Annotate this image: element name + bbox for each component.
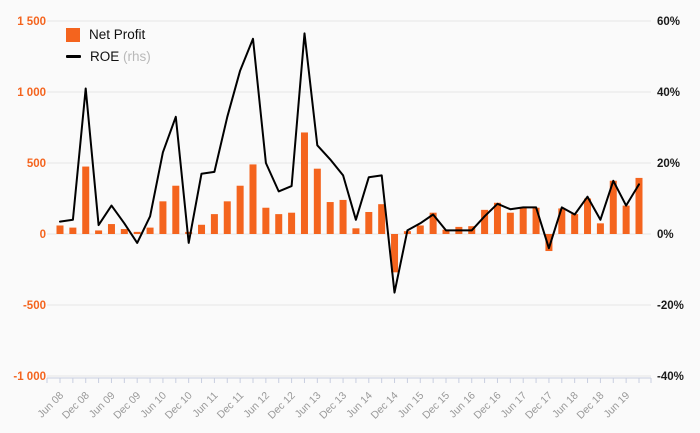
right-axis-label: 20%	[657, 158, 680, 170]
x-axis-label: Dec 14	[369, 390, 401, 422]
bar-mar-09	[95, 230, 103, 234]
bar-dec-17	[545, 234, 553, 252]
bar-sep-09	[120, 229, 128, 234]
bar-jun-18	[571, 214, 579, 234]
bar-jun-11	[210, 214, 218, 234]
bar-mar-18	[558, 208, 566, 234]
bar-dec-08	[82, 166, 90, 234]
left-axis-label: 500	[27, 158, 46, 170]
bar-jun-17	[519, 207, 527, 234]
bar-sep-16	[481, 209, 489, 234]
net-profit-swatch-icon	[66, 27, 80, 42]
legend-item-roe: ROE (rhs)	[66, 49, 151, 64]
bar-jun-08	[56, 225, 64, 234]
left-axis-label: -500	[23, 300, 46, 312]
legend-item-net-profit: Net Profit	[66, 27, 151, 42]
x-axis-label: Jun 19	[601, 390, 632, 421]
right-axis-label: -20%	[657, 300, 684, 312]
net-profit-bars	[56, 132, 643, 273]
bar-sep-08	[69, 227, 77, 234]
left-axis-label: 1 500	[17, 16, 46, 28]
left-axis-label: 0	[40, 229, 46, 241]
bar-sep-14	[378, 204, 386, 234]
bar-sep-13	[326, 202, 334, 234]
bar-dec-14	[391, 234, 399, 273]
left-axis-label: -1 000	[13, 371, 46, 383]
bar-mar-12	[249, 164, 257, 234]
chart-legend: Net Profit ROE (rhs)	[66, 27, 151, 64]
bar-mar-13	[300, 132, 308, 234]
left-axis-labels: 1 500 1 000 500 0 -500 -1 000	[13, 16, 46, 383]
x-axis-label: Dec 16	[472, 390, 504, 422]
bar-dec-16	[493, 202, 501, 234]
bar-jun-19	[622, 205, 630, 234]
right-axis-labels: 60% 40% 20% 0% -20% -40%	[657, 16, 684, 383]
bar-mar-19	[609, 180, 617, 234]
x-axis-label: Dec 17	[523, 390, 555, 422]
legend-label-net-profit: Net Profit	[89, 27, 146, 42]
x-axis-label: Jun 11	[190, 390, 220, 420]
bar-sep-12	[275, 214, 283, 234]
roe-line	[59, 32, 640, 294]
x-axis-label: Dec 08	[60, 390, 92, 422]
bar-sep-18	[584, 198, 592, 234]
bar-jun-12	[262, 207, 270, 234]
bar-dec-12	[288, 212, 296, 234]
bar-jun-13	[313, 168, 321, 234]
bar-sep-19	[635, 177, 643, 234]
bar-dec-15	[442, 229, 450, 234]
bar-dec-11	[236, 185, 244, 234]
x-axis-label: Dec 12	[266, 390, 298, 422]
bar-dec-18	[596, 223, 604, 234]
right-axis-label: -40%	[657, 371, 684, 383]
bar-mar-11	[198, 224, 206, 234]
x-axis-label: Dec 10	[163, 390, 195, 422]
right-axis-label: 0%	[657, 229, 674, 241]
bar-dec-09	[133, 231, 141, 234]
legend-label-roe: ROE (rhs)	[90, 49, 151, 64]
bar-jun-15	[416, 225, 424, 234]
bar-jun-09	[107, 224, 115, 234]
bar-sep-10	[172, 185, 180, 234]
x-axis-label: Dec 18	[575, 390, 607, 422]
right-axis-label: 40%	[657, 87, 680, 99]
roe-line-swatch-icon	[66, 55, 81, 58]
legend-label-roe-rhs: (rhs)	[123, 49, 151, 64]
bar-sep-11	[223, 201, 231, 234]
bar-mar-10	[146, 227, 154, 234]
bar-dec-13	[339, 199, 347, 234]
right-axis-label: 60%	[657, 16, 680, 28]
bar-sep-15	[429, 212, 437, 234]
x-axis-ticks	[46, 377, 652, 383]
bar-mar-14	[352, 228, 360, 234]
x-axis-label: Dec 09	[111, 390, 143, 422]
bar-jun-14	[365, 211, 373, 234]
bar-mar-17	[506, 212, 514, 234]
x-axis-label: Dec 15	[420, 390, 452, 422]
x-axis-label: Dec 13	[317, 390, 349, 422]
left-axis-label: 1 000	[17, 87, 46, 99]
bar-sep-17	[532, 207, 540, 234]
bar-jun-10	[159, 201, 167, 234]
x-axis-label: Dec 11	[215, 390, 247, 422]
